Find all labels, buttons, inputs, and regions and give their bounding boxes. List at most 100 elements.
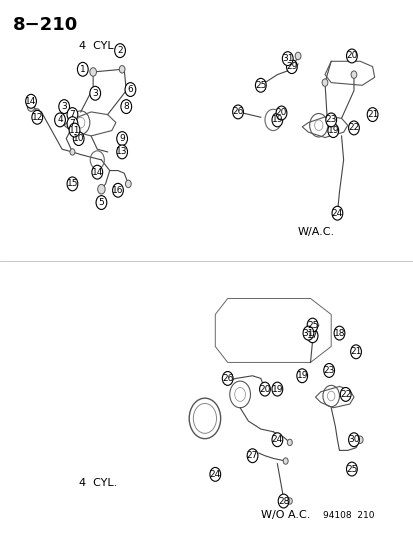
Circle shape	[121, 100, 131, 114]
Text: 4  CYL.: 4 CYL.	[78, 478, 116, 488]
Circle shape	[222, 372, 233, 385]
Text: W/A.C.: W/A.C.	[297, 227, 335, 237]
Circle shape	[287, 439, 292, 446]
Text: 10: 10	[73, 134, 84, 143]
Text: 19: 19	[296, 372, 307, 380]
Text: 22: 22	[347, 124, 359, 132]
Circle shape	[331, 206, 342, 220]
Text: 31: 31	[302, 329, 313, 337]
Text: 31: 31	[281, 54, 293, 63]
Circle shape	[287, 498, 292, 504]
Text: 18: 18	[333, 329, 344, 337]
Circle shape	[90, 68, 96, 76]
Circle shape	[356, 436, 362, 443]
Circle shape	[286, 60, 297, 74]
Circle shape	[67, 177, 78, 191]
Circle shape	[302, 326, 313, 340]
Circle shape	[259, 382, 270, 396]
Circle shape	[212, 471, 217, 478]
Text: 13: 13	[116, 148, 128, 156]
Text: 23: 23	[325, 116, 336, 124]
Text: 5: 5	[98, 198, 104, 207]
Circle shape	[278, 494, 288, 508]
Text: 14: 14	[91, 168, 103, 176]
Text: 4: 4	[57, 116, 63, 124]
Circle shape	[224, 377, 230, 385]
Circle shape	[306, 318, 317, 332]
Circle shape	[325, 113, 336, 127]
Text: 21: 21	[366, 110, 377, 119]
Circle shape	[55, 113, 65, 127]
Text: 27: 27	[246, 451, 258, 460]
Circle shape	[321, 79, 327, 86]
Circle shape	[339, 387, 350, 401]
Circle shape	[92, 165, 102, 179]
Text: 24: 24	[331, 209, 342, 217]
Text: 24: 24	[271, 435, 282, 444]
Circle shape	[323, 364, 334, 377]
Text: 6: 6	[127, 85, 133, 94]
Text: 7: 7	[69, 119, 75, 128]
Text: 21: 21	[349, 348, 361, 356]
Circle shape	[116, 145, 127, 159]
Text: 9: 9	[119, 134, 125, 143]
Circle shape	[271, 382, 282, 396]
Circle shape	[333, 326, 344, 340]
Text: 8−210: 8−210	[12, 16, 78, 34]
Circle shape	[255, 78, 266, 92]
Circle shape	[26, 94, 36, 108]
Text: 25: 25	[254, 81, 266, 90]
Text: W/O A.C.: W/O A.C.	[260, 510, 309, 520]
Circle shape	[346, 462, 356, 476]
Text: 20: 20	[345, 52, 357, 60]
Circle shape	[67, 117, 78, 131]
Text: 16: 16	[112, 186, 123, 195]
Circle shape	[350, 71, 356, 78]
Text: 19: 19	[327, 126, 338, 135]
Circle shape	[348, 121, 358, 135]
Circle shape	[97, 184, 105, 194]
Text: 24: 24	[209, 470, 221, 479]
Circle shape	[350, 345, 361, 359]
Text: 26: 26	[221, 374, 233, 383]
Text: 4  CYL.: 4 CYL.	[78, 41, 116, 51]
Circle shape	[77, 62, 88, 76]
Circle shape	[327, 124, 338, 138]
Circle shape	[73, 132, 84, 146]
Circle shape	[32, 110, 43, 124]
Circle shape	[69, 123, 80, 137]
Text: 17: 17	[306, 332, 318, 340]
Circle shape	[275, 106, 286, 120]
Circle shape	[96, 196, 107, 209]
Circle shape	[366, 108, 377, 122]
Circle shape	[282, 52, 292, 66]
Circle shape	[296, 369, 307, 383]
Text: 30: 30	[347, 435, 359, 444]
Text: 28: 28	[277, 497, 289, 505]
Circle shape	[112, 183, 123, 197]
Text: 1: 1	[80, 65, 85, 74]
Circle shape	[282, 458, 287, 464]
Text: 25: 25	[345, 465, 357, 473]
Text: 20: 20	[259, 385, 270, 393]
Text: 19: 19	[271, 116, 282, 124]
Text: 15: 15	[66, 180, 78, 188]
Circle shape	[125, 180, 131, 188]
Text: 11: 11	[69, 126, 80, 134]
Circle shape	[67, 108, 78, 122]
Circle shape	[271, 113, 282, 127]
Circle shape	[119, 66, 125, 73]
Circle shape	[59, 100, 69, 114]
Text: 26: 26	[232, 108, 243, 116]
Text: 23: 23	[323, 366, 334, 375]
Text: 19: 19	[271, 385, 282, 393]
Text: 8: 8	[123, 102, 129, 111]
Circle shape	[346, 49, 356, 63]
Text: 7: 7	[69, 110, 75, 119]
Text: 94108  210: 94108 210	[322, 511, 373, 520]
Circle shape	[209, 467, 220, 481]
Circle shape	[232, 105, 243, 119]
Circle shape	[294, 52, 300, 60]
Text: 2: 2	[117, 46, 123, 55]
Text: 25: 25	[306, 321, 318, 329]
